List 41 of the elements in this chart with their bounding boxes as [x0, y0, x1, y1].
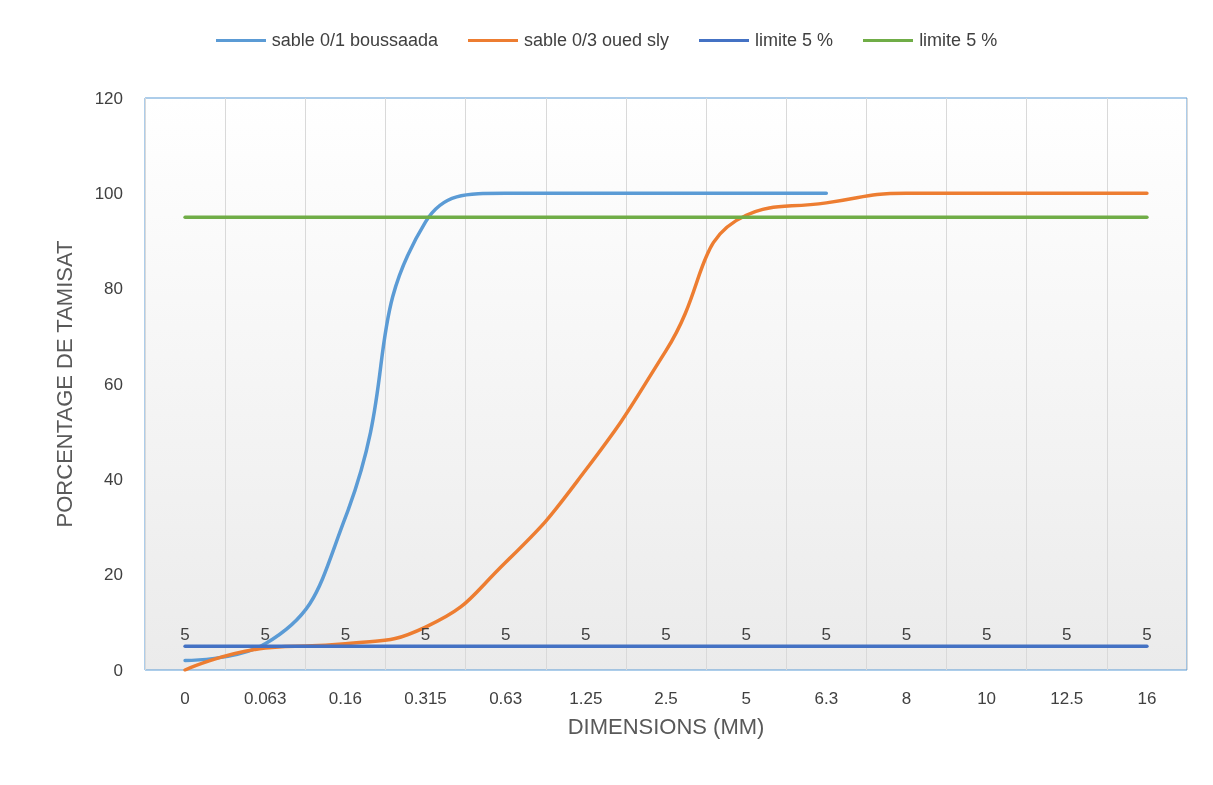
x-tick-label: 8	[901, 689, 912, 708]
data-label: 5	[340, 625, 351, 645]
x-tick-label: 5	[741, 689, 751, 708]
x-tick-label: 2.5	[654, 689, 678, 708]
y-tick-label: 60	[104, 374, 123, 394]
x-tick-label: 0.315	[404, 689, 447, 708]
y-tick-label: 100	[94, 183, 123, 203]
x-tick-label: 1.25	[569, 689, 603, 708]
data-label: 5	[500, 625, 511, 645]
y-tick-label: 120	[94, 88, 123, 108]
data-label: 5	[1062, 625, 1072, 645]
legend-label: sable 0/1 boussaada	[271, 30, 438, 51]
y-tick-label: 40	[104, 469, 123, 489]
y-tick-label: 80	[104, 279, 123, 299]
data-label: 5	[901, 625, 912, 645]
data-label: 5	[1142, 625, 1152, 645]
x-tick-label: 0	[180, 689, 190, 708]
x-tick-label: 0.063	[243, 689, 287, 708]
line-series	[183, 191, 829, 663]
data-label: 5	[581, 625, 591, 645]
x-tick-label: 10	[977, 689, 997, 708]
data-label: 5	[260, 625, 270, 645]
legend-label: sable 0/3 oued sly	[523, 30, 670, 51]
x-tick-label: 16	[1137, 689, 1157, 708]
line-series	[183, 191, 1149, 672]
y-axis-title: PORCENTAGE DE TAMISAT	[51, 240, 77, 528]
x-tick-label: 0.63	[489, 689, 523, 708]
legend-label: limite 5 %	[919, 30, 998, 51]
y-tick-label: 20	[104, 565, 123, 585]
x-tick-label: 6.3	[814, 689, 839, 708]
data-label: 5	[981, 625, 992, 645]
data-label: 5	[821, 625, 832, 645]
data-label: 5	[180, 625, 190, 645]
data-label: 5	[741, 625, 751, 645]
y-tick-label: 0	[113, 660, 123, 680]
data-label: 5	[661, 625, 671, 645]
legend-label: limite 5 %	[755, 30, 834, 51]
x-tick-label: 12.5	[1050, 689, 1084, 708]
x-tick-label: 0.16	[328, 689, 362, 708]
data-label: 5	[420, 625, 431, 645]
x-axis-title: DIMENSIONS (MM)	[567, 713, 765, 739]
